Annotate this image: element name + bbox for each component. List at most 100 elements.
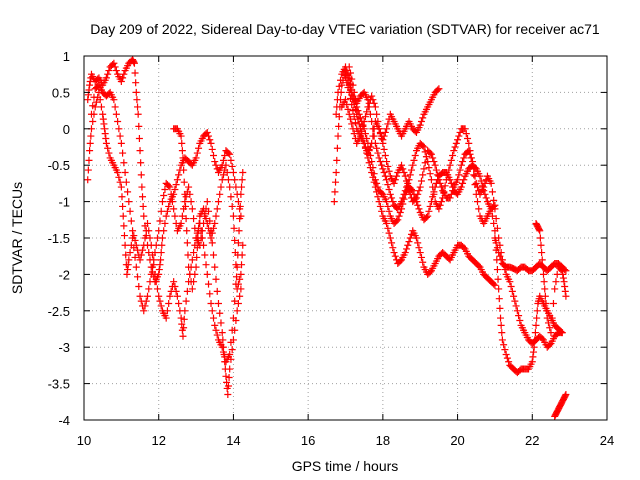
data-point xyxy=(497,314,505,322)
data-point xyxy=(129,227,137,235)
data-point xyxy=(234,239,242,247)
data-point xyxy=(541,292,549,300)
data-point xyxy=(122,251,130,259)
data-point xyxy=(208,239,216,247)
data-point xyxy=(350,88,358,96)
data-point xyxy=(86,147,94,155)
data-point xyxy=(217,183,225,191)
data-point xyxy=(206,136,214,144)
data-point xyxy=(208,307,216,315)
data-point xyxy=(144,219,152,227)
data-point xyxy=(102,135,110,143)
data-point xyxy=(134,103,142,111)
data-point xyxy=(96,96,104,104)
x-tick-label: 14 xyxy=(226,433,240,448)
data-point xyxy=(126,207,134,215)
data-point xyxy=(422,213,430,221)
data-point xyxy=(161,219,169,227)
data-point xyxy=(511,297,519,305)
data-point xyxy=(224,176,232,184)
data-point xyxy=(229,314,237,322)
data-point xyxy=(331,188,339,196)
data-point xyxy=(127,217,135,225)
x-tick-label: 22 xyxy=(525,433,539,448)
data-point xyxy=(105,149,113,157)
data-point xyxy=(478,182,486,190)
data-point xyxy=(224,382,232,390)
data-point xyxy=(410,156,418,164)
data-point xyxy=(132,79,140,87)
data-point xyxy=(456,166,464,174)
data-point xyxy=(236,275,244,283)
y-tick-label: -3.5 xyxy=(48,377,70,392)
data-point xyxy=(533,314,541,322)
data-point xyxy=(342,74,349,82)
data-point xyxy=(536,234,544,242)
data-point xyxy=(389,244,397,252)
data-point xyxy=(561,287,569,295)
y-tick-label: -2.5 xyxy=(48,304,70,319)
data-point xyxy=(415,205,423,213)
data-point xyxy=(434,86,442,94)
data-point xyxy=(117,77,125,85)
data-point xyxy=(122,178,130,186)
data-point xyxy=(230,224,238,232)
data-point xyxy=(208,229,216,237)
data-point xyxy=(210,251,218,259)
data-point xyxy=(417,177,425,185)
data-point xyxy=(557,327,565,335)
data-point xyxy=(409,161,417,169)
data-point xyxy=(386,190,394,198)
data-point xyxy=(117,139,125,147)
data-point xyxy=(156,217,164,225)
data-point xyxy=(101,125,109,133)
data-point xyxy=(533,307,541,315)
data-point xyxy=(407,185,415,193)
data-point xyxy=(138,183,146,191)
data-point xyxy=(420,165,428,173)
y-tick-label: 0.5 xyxy=(52,85,70,100)
data-point xyxy=(388,194,396,202)
data-point xyxy=(394,216,402,224)
data-point xyxy=(355,110,363,118)
data-point xyxy=(188,205,196,213)
data-point xyxy=(207,234,215,242)
data-point xyxy=(396,209,404,217)
data-point xyxy=(512,302,520,310)
data-point xyxy=(492,239,500,247)
data-point xyxy=(368,158,376,166)
data-point xyxy=(378,161,386,169)
data-point xyxy=(211,321,219,329)
data-point xyxy=(487,205,495,213)
data-point xyxy=(464,135,472,143)
data-point xyxy=(111,103,119,111)
data-point xyxy=(356,114,364,122)
data-point xyxy=(456,128,464,136)
data-point xyxy=(416,121,424,129)
data-point xyxy=(135,122,143,130)
data-point xyxy=(498,336,506,344)
data-point xyxy=(156,297,164,305)
data-point xyxy=(346,115,354,123)
data-point xyxy=(190,278,198,286)
data-point xyxy=(455,132,463,140)
data-point xyxy=(332,168,340,176)
data-point xyxy=(467,154,475,162)
data-point xyxy=(99,110,107,118)
data-point xyxy=(384,224,392,232)
data-point xyxy=(528,358,536,366)
data-point xyxy=(409,187,417,195)
data-point xyxy=(116,132,124,140)
data-point xyxy=(195,144,203,152)
data-point xyxy=(455,171,463,179)
data-point xyxy=(507,283,515,291)
data-point xyxy=(447,190,455,198)
data-point xyxy=(200,241,208,249)
data-point xyxy=(384,202,392,210)
data-point xyxy=(515,312,523,320)
data-point xyxy=(175,300,183,308)
data-point xyxy=(419,171,427,179)
x-tick-label: 20 xyxy=(450,433,464,448)
data-point xyxy=(208,145,216,153)
